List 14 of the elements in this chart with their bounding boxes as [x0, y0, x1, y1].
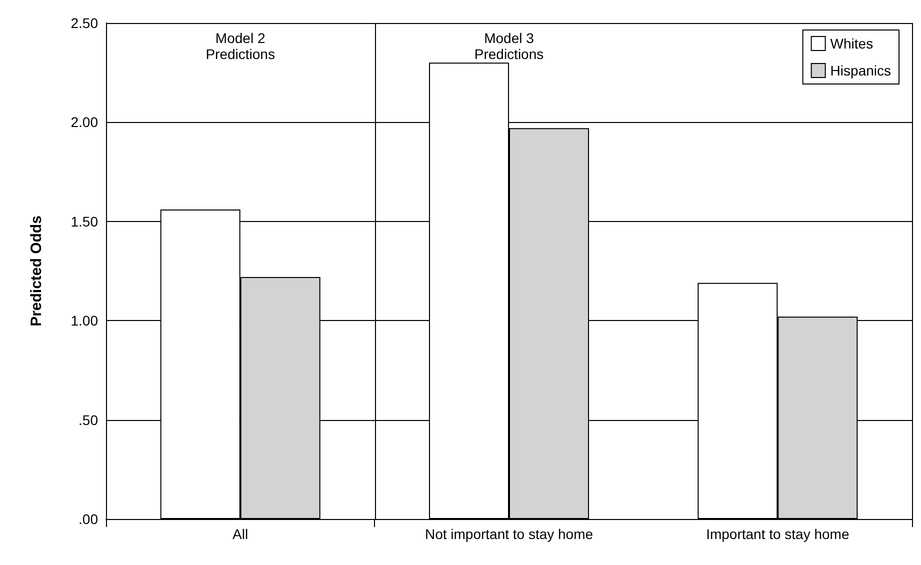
y-axis-title: Predicted Odds: [28, 216, 45, 326]
y-tick-label: .50: [78, 412, 98, 428]
legend-label: Hispanics: [830, 62, 892, 78]
y-tick-label: 1.00: [70, 312, 98, 329]
y-tick-label: .00: [78, 511, 98, 527]
x-tick-label: All: [232, 526, 248, 542]
x-tick-label: Important to stay home: [706, 526, 850, 542]
y-tick-label: 2.50: [70, 15, 98, 31]
y-tick-label: 2.00: [70, 114, 98, 130]
y-tick-label: 1.50: [70, 213, 98, 230]
annotation: Model 2 Predictions: [206, 30, 275, 62]
annotation: Model 3 Predictions: [474, 30, 544, 62]
legend-label: Whites: [830, 36, 874, 52]
x-tick-label: Not important to stay home: [424, 526, 594, 542]
